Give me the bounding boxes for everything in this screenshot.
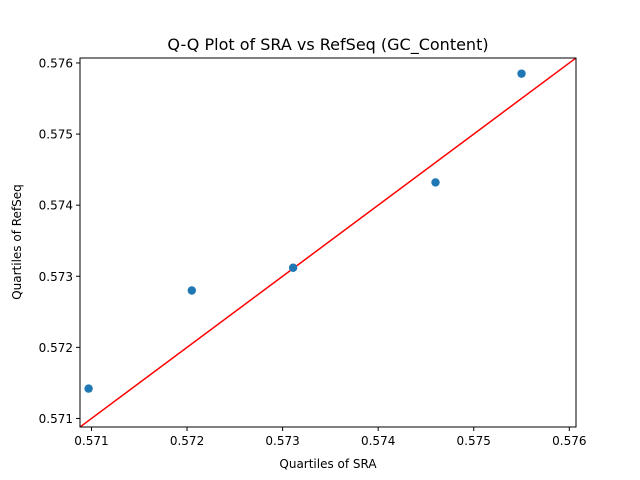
y-tick-label: 0.575 xyxy=(39,128,73,142)
data-point xyxy=(84,384,93,393)
reference-line xyxy=(80,58,576,427)
x-tick-label: 0.573 xyxy=(265,434,299,448)
data-point xyxy=(187,286,197,295)
data-point xyxy=(431,178,440,187)
x-tick-label: 0.571 xyxy=(74,434,108,448)
plot-frame xyxy=(79,57,577,428)
y-tick-label: 0.571 xyxy=(39,412,73,426)
chart-title: Q-Q Plot of SRA vs RefSeq (GC_Content) xyxy=(167,35,488,55)
x-axis: 0.571 0.572 0.573 0.574 0.575 0.576 xyxy=(74,427,586,448)
y-axis: 0.571 0.572 0.573 0.574 0.575 0.576 xyxy=(39,56,80,426)
y-tick-label: 0.574 xyxy=(39,199,73,213)
data-point xyxy=(288,263,298,272)
plot-area xyxy=(80,58,576,427)
x-tick-label: 0.575 xyxy=(457,434,491,448)
y-tick-label: 0.576 xyxy=(39,56,73,70)
x-axis-label: Quartiles of SRA xyxy=(279,457,377,471)
x-tick-label: 0.576 xyxy=(552,434,586,448)
x-tick-label: 0.572 xyxy=(170,434,204,448)
y-tick-label: 0.573 xyxy=(39,270,73,284)
x-tick-label: 0.574 xyxy=(361,434,395,448)
data-point xyxy=(517,69,526,78)
y-axis-label: Quartiles of RefSeq xyxy=(10,184,24,300)
y-tick-label: 0.572 xyxy=(39,341,73,355)
